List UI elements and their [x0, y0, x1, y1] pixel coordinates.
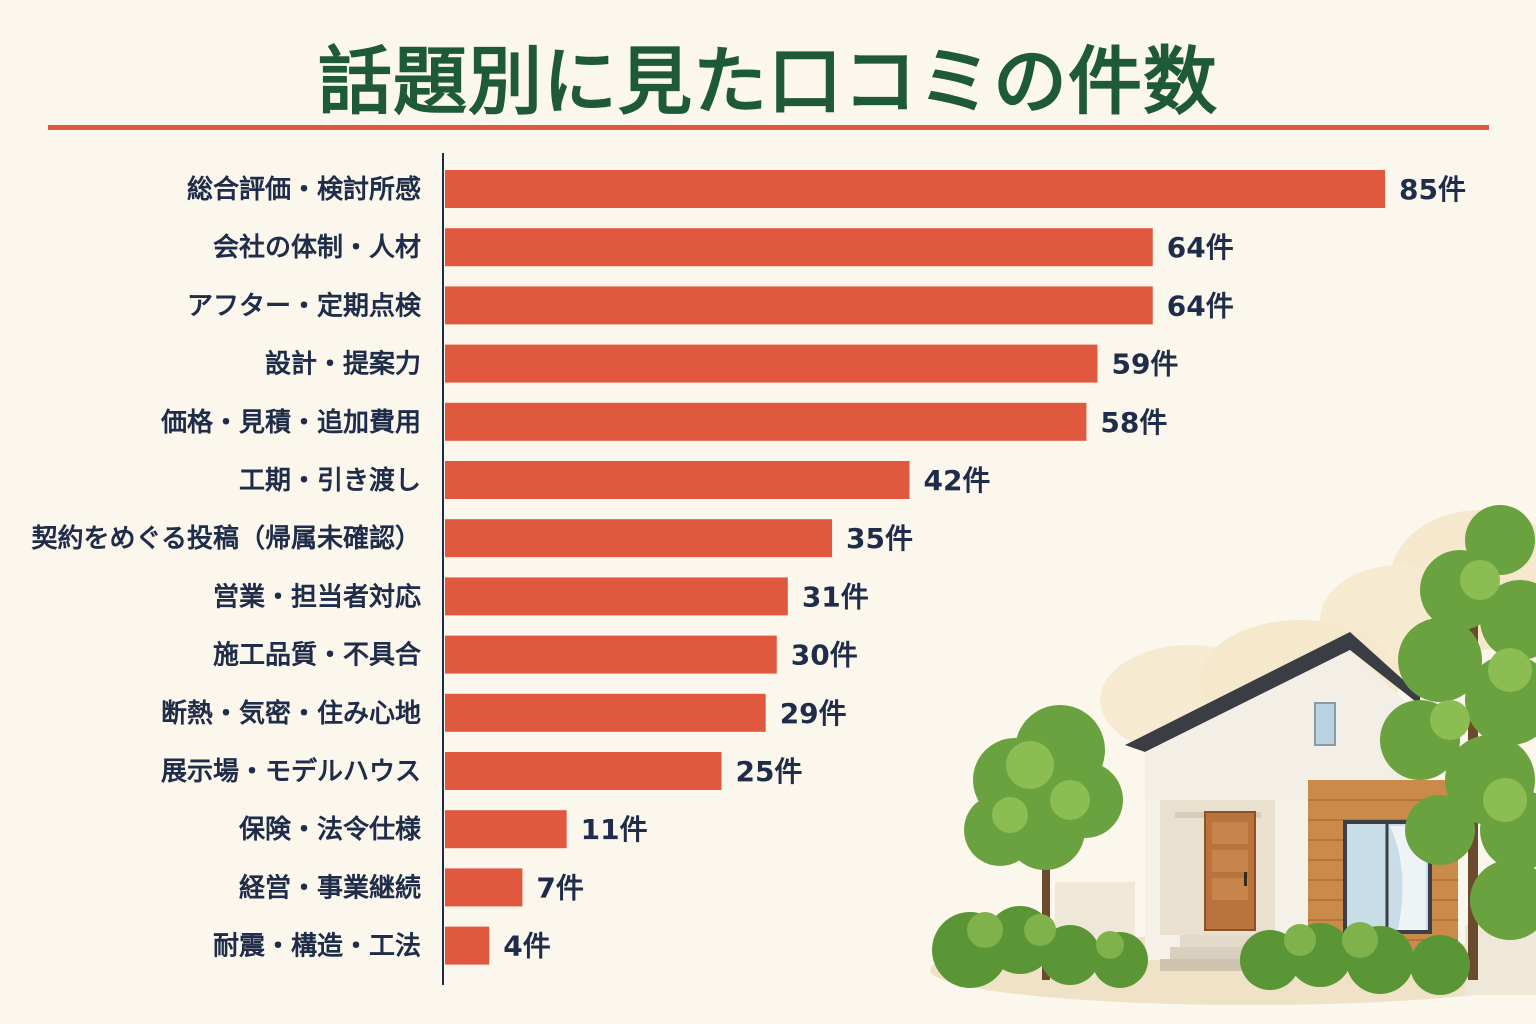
category-label: 設計・提案力	[265, 349, 421, 380]
title-divider	[48, 125, 1489, 130]
value-label: 59件	[1111, 348, 1178, 381]
value-label: 11件	[581, 813, 648, 846]
value-label: 25件	[735, 755, 802, 788]
bar	[445, 461, 910, 499]
category-label: 施工品質・不具合	[213, 640, 422, 671]
bar	[445, 868, 523, 907]
category-label: 会社の体制・人材	[213, 232, 421, 263]
value-label: 35件	[846, 522, 913, 555]
category-label: 展示場・モデルハウス	[161, 756, 421, 787]
category-label: 耐震・構造・工法	[213, 932, 421, 962]
value-label: 64件	[1167, 289, 1234, 322]
value-label: 85件	[1399, 173, 1466, 206]
value-label: 42件	[923, 464, 990, 497]
bar	[445, 519, 833, 558]
category-label: 営業・担当者対応	[213, 581, 421, 612]
category-label: アフター・定期点検	[187, 290, 422, 321]
bar	[445, 228, 1153, 267]
bar	[445, 286, 1153, 325]
bar	[445, 693, 766, 732]
bar	[445, 752, 722, 790]
bar	[445, 635, 777, 674]
category-label: 断熱・気密・住み心地	[161, 698, 421, 729]
bar	[445, 402, 1087, 441]
value-label: 30件	[791, 639, 858, 672]
value-label: 64件	[1167, 231, 1234, 264]
bar	[445, 810, 567, 849]
category-label: 契約をめぐる投稿（帰属未確認）	[31, 523, 421, 554]
category-label: 保険・法令仕様	[238, 814, 422, 845]
bar	[445, 344, 1098, 383]
value-label: 7件	[536, 871, 583, 904]
bar	[445, 926, 490, 965]
house-with-trees-illustration	[930, 505, 1536, 1005]
category-label: 総合評価・検討所感	[187, 174, 421, 205]
value-label: 58件	[1100, 406, 1167, 439]
bar	[445, 170, 1385, 208]
category-label: 価格・見積・追加費用	[160, 407, 421, 438]
value-label: 29件	[780, 697, 847, 730]
value-label: 4件	[503, 930, 550, 963]
value-label: 31件	[802, 580, 869, 613]
category-label: 経営・事業継続	[239, 872, 421, 903]
category-label: 工期・引き渡し	[239, 465, 421, 496]
chart-title: 話題別に見た口コミの件数	[318, 39, 1218, 125]
bar	[445, 577, 788, 616]
